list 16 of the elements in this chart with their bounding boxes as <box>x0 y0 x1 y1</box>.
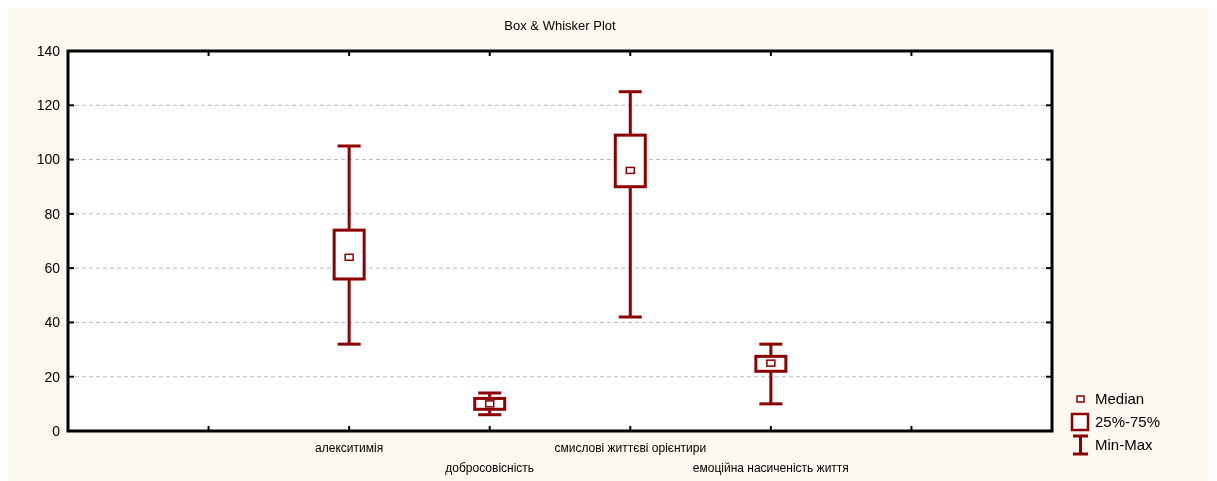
x-tick-label: смислові життєві орієнтири <box>554 441 707 455</box>
y-tick-label: 80 <box>44 205 61 222</box>
y-tick-label: 40 <box>44 314 61 331</box>
text: Min-Max <box>1095 436 1153 454</box>
text: 25%-75% <box>1095 413 1161 431</box>
x-tick-label: алекситимія <box>315 441 384 455</box>
y-tick-label: 100 <box>36 151 61 168</box>
y-tick-label: 140 <box>36 42 61 59</box>
y-tick-label: 20 <box>44 368 61 385</box>
x-tick-label: емоційна насиченість життя <box>692 461 849 475</box>
y-tick-label: 120 <box>36 97 61 114</box>
x-tick-label: добросовісність <box>445 461 535 475</box>
y-tick-label: 60 <box>44 260 61 277</box>
chart-title: Box & Whisker Plot <box>504 18 617 33</box>
y-tick-label: 0 <box>52 422 61 439</box>
text: Median <box>1095 390 1145 408</box>
